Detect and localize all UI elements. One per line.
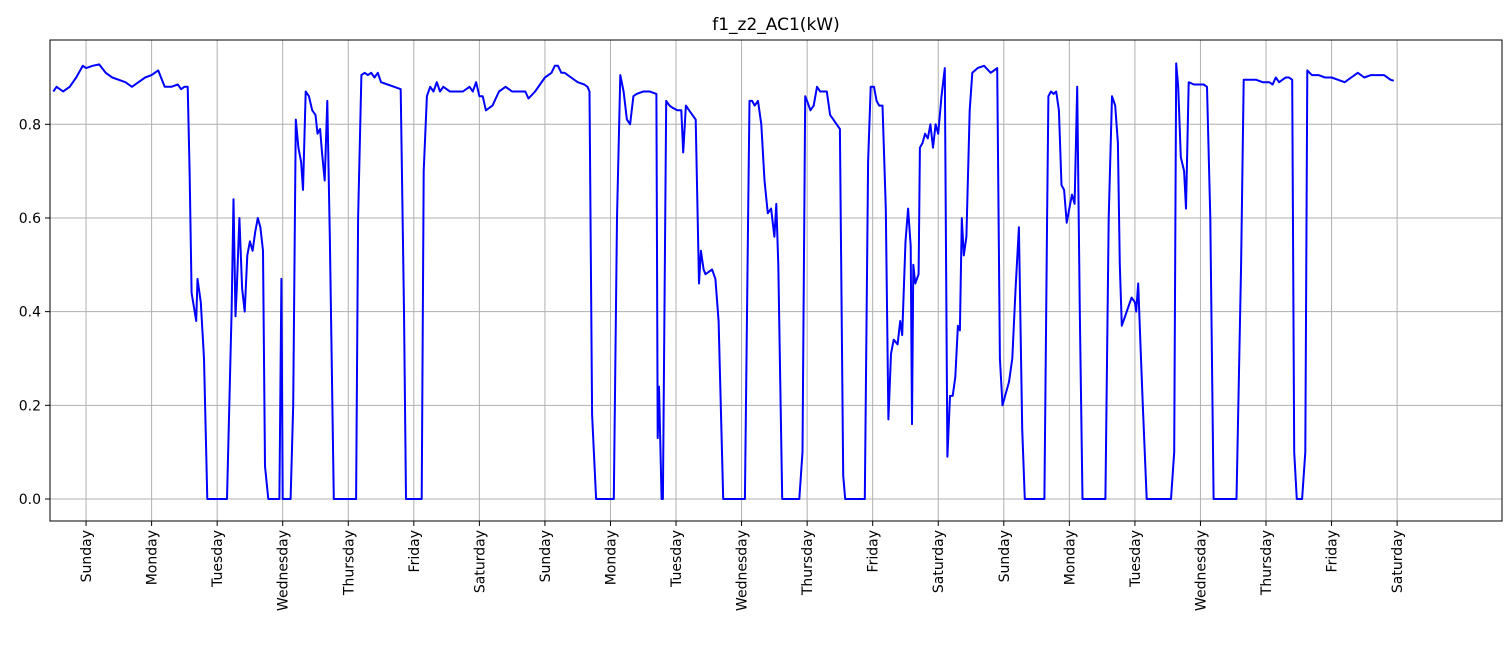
y-tick-label: 0.4 [19,305,41,321]
x-tick-label: Sunday [997,530,1013,582]
grid [50,40,1502,521]
x-tick-label: Saturday [472,530,488,593]
x-axis: Sunday Monday Tuesday Wednesday Thursday Frid… [79,521,1406,611]
x-tick-label: Saturday [1390,530,1406,593]
x-tick-label: Thursday [800,530,816,596]
y-tick-label: 0.0 [19,492,41,508]
x-tick-label: Tuesday [210,530,226,588]
x-tick-label: Sunday [538,530,554,582]
x-tick-label: Tuesday [669,530,685,588]
y-tick-label: 0.2 [19,398,41,414]
series-line [52,62,1395,500]
x-tick-label: Friday [407,530,423,572]
x-tick-label: Thursday [1259,530,1275,596]
x-tick-label: Wednesday [276,530,292,611]
y-tick-label: 0.6 [19,211,41,227]
plot-frame [49,39,1503,522]
x-tick-label: Friday [1325,530,1341,572]
chart-title: f1_z2_AC1(kW) [712,15,839,35]
x-tick-label: Thursday [341,530,357,596]
x-tick-label: Wednesday [1193,530,1209,611]
x-tick-label: Sunday [79,530,95,582]
x-tick-label: Tuesday [1128,530,1144,588]
series-layer [52,62,1395,500]
x-tick-label: Friday [866,530,882,572]
x-tick-label: Wednesday [735,530,751,611]
x-tick-label: Monday [145,530,161,585]
x-tick-label: Saturday [931,530,947,593]
x-tick-label: Monday [1062,530,1078,585]
x-tick-label: Monday [603,530,619,585]
y-tick-label: 0.8 [19,117,41,133]
y-axis: 0.0 0.2 0.4 0.6 0.8 [19,117,50,508]
